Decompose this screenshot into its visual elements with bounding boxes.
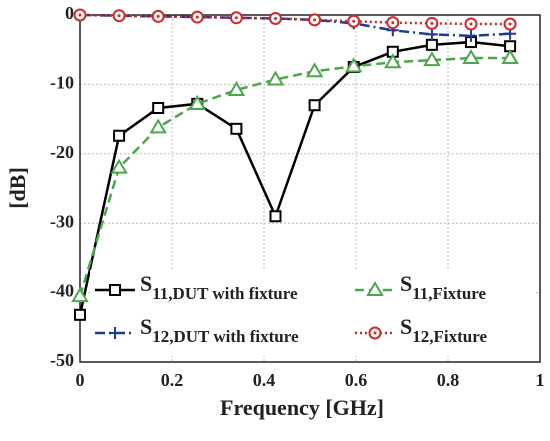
marker <box>110 158 128 174</box>
y-tick-label: -50 <box>50 350 74 370</box>
marker-dot <box>156 14 160 18</box>
marker-dot <box>117 14 121 18</box>
marker <box>462 49 480 65</box>
y-tick-label: -20 <box>50 142 74 162</box>
marker <box>149 118 167 134</box>
marker <box>465 29 477 42</box>
x-tick-label: 0 <box>76 370 85 390</box>
legend-label: S12,Fixture <box>400 314 487 346</box>
marker-dot <box>234 16 238 20</box>
marker <box>74 308 86 321</box>
marker-dot <box>373 331 377 335</box>
x-tick-label: 0.4 <box>253 370 276 390</box>
legend-label: S11,DUT with fixture <box>140 271 298 303</box>
series-line <box>78 56 511 297</box>
marker <box>384 53 402 69</box>
legend-label: S11,Fixture <box>400 271 487 303</box>
legend-label: S12,DUT with fixture <box>140 314 299 346</box>
legend-marker <box>109 284 121 296</box>
x-axis-label: Frequency [GHz] <box>220 395 384 420</box>
marker-dot <box>195 15 199 19</box>
marker <box>269 210 282 223</box>
plot-frame <box>79 14 541 363</box>
y-tick-label: 0 <box>65 3 74 23</box>
y-tick-label: -10 <box>50 73 74 93</box>
marker <box>266 70 285 86</box>
marker <box>227 80 246 96</box>
marker <box>501 49 519 65</box>
marker <box>344 57 363 73</box>
legend-marker <box>366 281 384 296</box>
marker <box>71 287 89 303</box>
marker-dot <box>274 16 277 20</box>
x-tick-label: 1 <box>536 370 545 390</box>
series-line <box>78 40 511 316</box>
x-tick-label: 0.2 <box>161 370 184 390</box>
x-tick-label: 0.6 <box>345 370 368 390</box>
marker <box>425 28 438 41</box>
legend-marker <box>109 327 121 339</box>
marker <box>113 129 126 142</box>
marker-dot <box>313 18 317 22</box>
marker <box>308 99 321 112</box>
series-line <box>79 13 511 26</box>
marker <box>152 101 165 114</box>
marker-dot <box>430 21 434 25</box>
y-tick-label: -30 <box>50 211 74 231</box>
marker-dot <box>352 19 356 23</box>
marker <box>305 62 324 78</box>
x-tick-label: 0.8 <box>437 370 460 390</box>
marker <box>423 51 441 67</box>
y-tick-label: -40 <box>50 281 74 301</box>
legend-box <box>90 270 535 356</box>
marker <box>230 122 243 135</box>
marker-dot <box>78 13 82 17</box>
marker-dot <box>391 21 395 25</box>
marker-dot <box>508 22 512 26</box>
y-axis-label: [dB] <box>5 167 30 209</box>
marker <box>425 38 438 51</box>
marker-dot <box>469 22 473 26</box>
marker <box>188 94 207 110</box>
